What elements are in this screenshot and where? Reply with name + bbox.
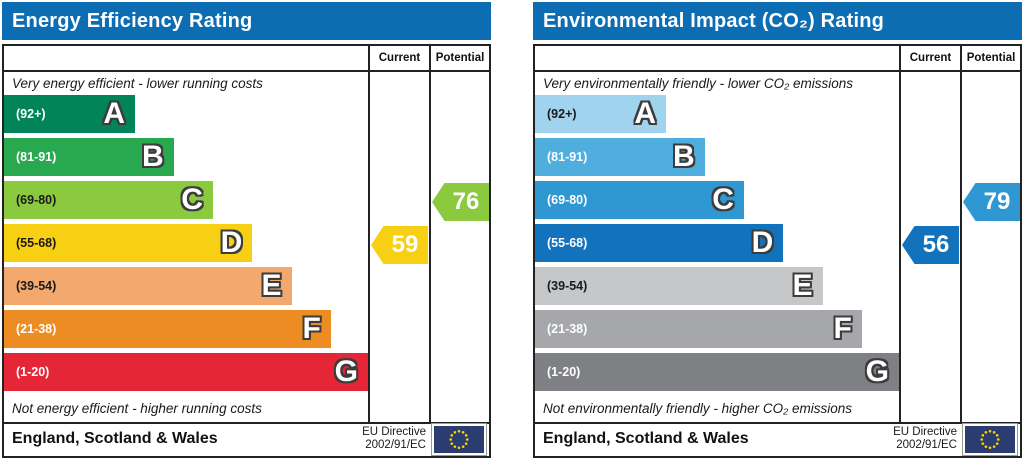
band-letter: F bbox=[302, 312, 321, 345]
band-range-label: (55-68) bbox=[16, 236, 57, 250]
band-range-label: (21-38) bbox=[547, 322, 588, 336]
band-bar-g: (1-20) G bbox=[535, 353, 899, 391]
band-letter: C bbox=[712, 183, 734, 216]
chart-title: Environmental Impact (CO₂) Rating bbox=[543, 9, 885, 32]
bottom-caption: Not environmentally friendly - higher CO… bbox=[543, 400, 853, 416]
bottom-caption: Not energy efficient - higher running co… bbox=[12, 400, 262, 416]
band-bar-b: (81-91) B bbox=[535, 138, 705, 176]
region-label: England, Scotland & Wales bbox=[12, 430, 218, 447]
band-row-e: (39-54) E bbox=[535, 267, 899, 310]
rating-table: Very energy efficient - lower running co… bbox=[2, 44, 491, 458]
band-letter: B bbox=[141, 140, 164, 173]
band-range-label: (39-54) bbox=[547, 279, 588, 293]
band-row-a: (92+) A bbox=[4, 95, 368, 138]
band-row-d: (55-68) D bbox=[535, 224, 899, 267]
energy-efficiency-title-bar: Energy Efficiency Rating bbox=[2, 2, 491, 40]
rating-table: Very environmentally friendly - lower CO… bbox=[533, 44, 1022, 458]
band-row-b: (81-91) B bbox=[4, 138, 368, 181]
band-range-label: (81-91) bbox=[16, 150, 57, 164]
potential-rating-arrow: 79 bbox=[963, 183, 1020, 221]
top-caption: Very energy efficient - lower running co… bbox=[12, 76, 263, 91]
current-rating-value: 56 bbox=[922, 231, 950, 258]
main-column-header bbox=[535, 46, 899, 72]
band-bar-a: (92+) A bbox=[535, 95, 667, 133]
energy-efficiency-chart: Energy Efficiency Rating Very energy eff… bbox=[2, 2, 491, 458]
current-rating-value: 59 bbox=[391, 231, 419, 258]
environmental-impact-chart: Environmental Impact (CO₂) Rating Very e… bbox=[533, 2, 1022, 458]
chart-title: Energy Efficiency Rating bbox=[12, 9, 253, 32]
band-bar-c: (69-80) C bbox=[535, 181, 744, 219]
bands: (92+) A (81-91) B (69-80) C (55-68) D (39-54) E (2… bbox=[4, 95, 368, 396]
band-row-e: (39-54) E bbox=[4, 267, 368, 310]
current-rating-arrow: 56 bbox=[902, 226, 959, 264]
band-row-b: (81-91) B bbox=[535, 138, 899, 181]
band-row-f: (21-38) F bbox=[535, 310, 899, 353]
band-bar-f: (21-38) F bbox=[4, 310, 331, 348]
band-range-label: (55-68) bbox=[547, 236, 588, 250]
region-label: England, Scotland & Wales bbox=[543, 430, 749, 447]
potential-column-body: 76 bbox=[431, 72, 489, 422]
potential-rating-arrow: 76 bbox=[432, 183, 489, 221]
band-bar-a: (92+) A bbox=[4, 95, 136, 133]
band-letter: A bbox=[103, 97, 126, 130]
current-column-header: Current bbox=[370, 46, 429, 72]
potential-column-header: Potential bbox=[431, 46, 489, 72]
band-letter: A bbox=[634, 97, 657, 130]
band-letter: D bbox=[751, 226, 774, 259]
potential-rating-value: 76 bbox=[452, 188, 480, 215]
band-range-label: (69-80) bbox=[16, 193, 57, 207]
band-bar-c: (69-80) C bbox=[4, 181, 213, 219]
eu-flag-icon bbox=[431, 422, 487, 456]
eu-flag-icon bbox=[962, 422, 1018, 456]
band-bar-g: (1-20) G bbox=[4, 353, 368, 391]
eu-directive-label: EU Directive 2002/91/EC bbox=[893, 425, 957, 451]
band-letter: E bbox=[261, 269, 282, 302]
band-letter: G bbox=[334, 355, 358, 388]
band-range-label: (1-20) bbox=[16, 365, 50, 379]
potential-column-header: Potential bbox=[962, 46, 1020, 72]
current-column-header: Current bbox=[901, 46, 960, 72]
band-row-d: (55-68) D bbox=[4, 224, 368, 267]
potential-column-body: 79 bbox=[962, 72, 1020, 422]
band-letter: D bbox=[220, 226, 243, 259]
band-range-label: (92+) bbox=[547, 107, 577, 121]
band-range-label: (69-80) bbox=[547, 193, 588, 207]
band-bar-e: (39-54) E bbox=[4, 267, 292, 305]
band-range-label: (81-91) bbox=[547, 150, 588, 164]
band-row-c: (69-80) C bbox=[535, 181, 899, 224]
band-letter: B bbox=[672, 140, 695, 173]
current-rating-arrow: 59 bbox=[371, 226, 428, 264]
band-range-label: (39-54) bbox=[16, 279, 57, 293]
main-column-header bbox=[4, 46, 368, 72]
band-range-label: (92+) bbox=[16, 107, 46, 121]
band-row-g: (1-20) G bbox=[4, 353, 368, 396]
band-letter: G bbox=[865, 355, 889, 388]
eu-directive-label: EU Directive 2002/91/EC bbox=[362, 425, 426, 451]
table-footer: England, Scotland & Wales EU Directive 2… bbox=[4, 422, 489, 456]
bands: (92+) A (81-91) B (69-80) C (55-68) D (39-54) E (2… bbox=[535, 95, 899, 396]
current-column-body: 56 bbox=[901, 72, 960, 422]
table-footer: England, Scotland & Wales EU Directive 2… bbox=[535, 422, 1020, 456]
potential-rating-value: 79 bbox=[983, 188, 1011, 215]
band-range-label: (1-20) bbox=[547, 365, 581, 379]
current-column-body: 59 bbox=[370, 72, 429, 422]
environmental-impact-title-bar: Environmental Impact (CO₂) Rating bbox=[533, 2, 1022, 40]
band-row-a: (92+) A bbox=[535, 95, 899, 138]
band-row-c: (69-80) C bbox=[4, 181, 368, 224]
band-bar-f: (21-38) F bbox=[535, 310, 862, 348]
band-bar-e: (39-54) E bbox=[535, 267, 823, 305]
band-bar-d: (55-68) D bbox=[4, 224, 253, 262]
top-caption: Very environmentally friendly - lower CO… bbox=[543, 76, 853, 91]
band-letter: E bbox=[792, 269, 813, 302]
band-bar-d: (55-68) D bbox=[535, 224, 784, 262]
band-row-f: (21-38) F bbox=[4, 310, 368, 353]
band-bar-b: (81-91) B bbox=[4, 138, 174, 176]
band-letter: C bbox=[181, 183, 203, 216]
band-range-label: (21-38) bbox=[16, 322, 57, 336]
band-letter: F bbox=[833, 312, 852, 345]
band-row-g: (1-20) G bbox=[535, 353, 899, 396]
